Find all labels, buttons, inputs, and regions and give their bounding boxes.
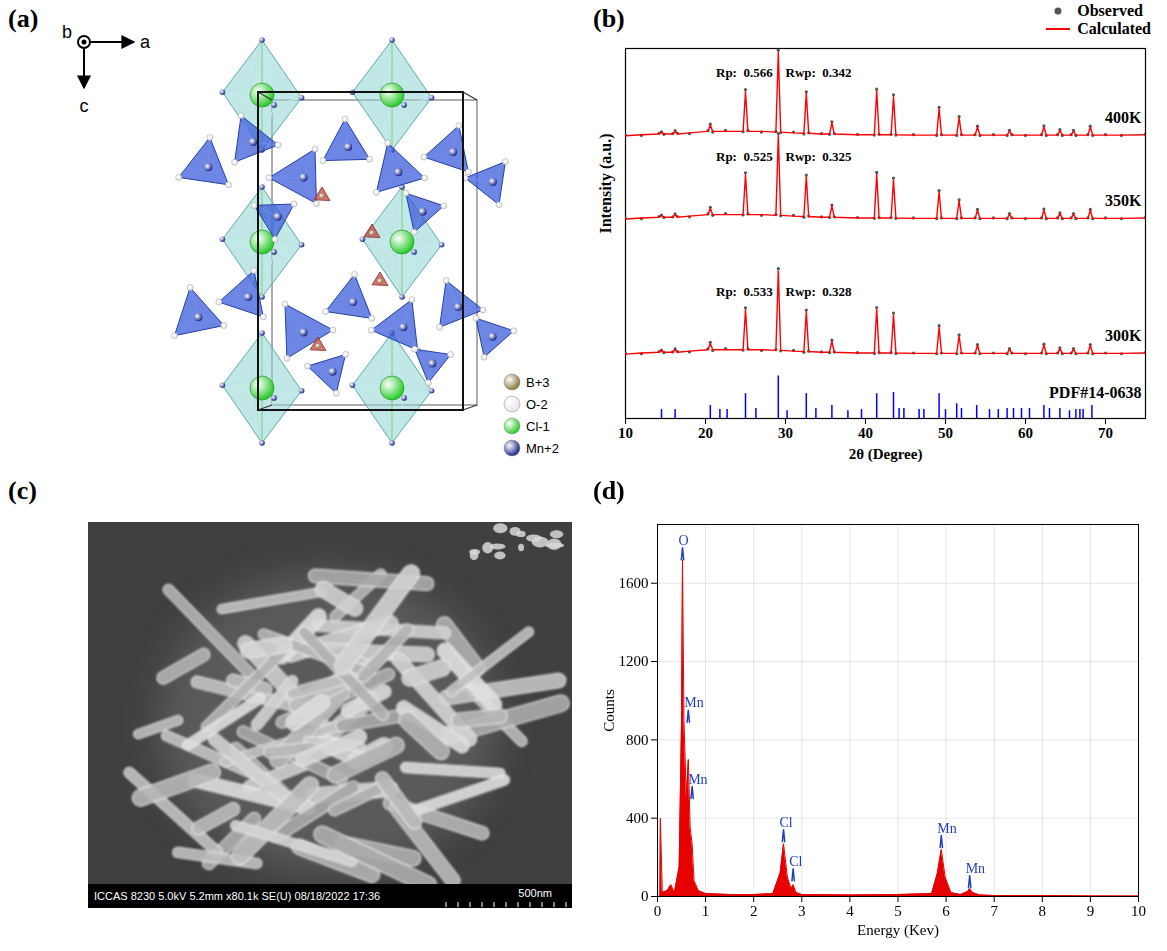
svg-text:0: 0: [641, 888, 649, 904]
svg-text:40: 40: [858, 425, 873, 441]
html-text:Observed: Observed: [1077, 2, 1143, 19]
html-text:(c): (c): [8, 476, 37, 505]
svg-text:Rwp: 0.325: Rwp: 0.325: [786, 149, 853, 164]
svg-text:10: 10: [618, 425, 633, 441]
svg-text:Rwp: 0.342: Rwp: 0.342: [786, 65, 852, 80]
svg-text:500nm: 500nm: [518, 887, 552, 899]
svg-text:O: O: [679, 533, 689, 548]
svg-text:Rwp: 0.328: Rwp: 0.328: [786, 284, 853, 299]
svg-text:Mn: Mn: [937, 821, 956, 836]
svg-text:Cl: Cl: [780, 815, 793, 830]
svg-text:10: 10: [1131, 903, 1146, 919]
svg-text:60: 60: [1018, 425, 1033, 441]
svg-text:c: c: [80, 96, 89, 116]
svg-text:Energy (Kev): Energy (Kev): [857, 922, 939, 939]
svg-text:350K: 350K: [1105, 192, 1142, 209]
svg-text:Rp: 0.566: Rp: 0.566: [716, 65, 773, 80]
svg-text:B+3: B+3: [526, 375, 550, 390]
svg-text:PDF#14-0638: PDF#14-0638: [1049, 384, 1141, 401]
svg-text:Mn: Mn: [966, 861, 985, 876]
svg-text:6: 6: [942, 903, 950, 919]
svg-text:400K: 400K: [1105, 109, 1142, 126]
svg-text:O-2: O-2: [526, 397, 548, 412]
svg-text:b: b: [62, 22, 72, 42]
svg-text:4: 4: [846, 903, 854, 919]
svg-text:Counts: Counts: [601, 689, 617, 732]
html-text:(b): (b): [593, 4, 625, 33]
svg-text:Rp: 0.525: Rp: 0.525: [716, 149, 773, 164]
svg-text:3: 3: [798, 903, 806, 919]
svg-text:ICCAS 8230 5.0kV 5.2mm x80.1k: ICCAS 8230 5.0kV 5.2mm x80.1k SE(U) 08/1…: [94, 890, 380, 902]
svg-text:0: 0: [654, 903, 662, 919]
html-text:(d): (d): [593, 476, 625, 505]
svg-text:Mn+2: Mn+2: [526, 441, 559, 456]
svg-text:Intensity (a.u.): Intensity (a.u.): [597, 133, 615, 233]
svg-text:5: 5: [894, 903, 902, 919]
svg-text:Rp: 0.533: Rp: 0.533: [716, 284, 773, 299]
svg-text:8: 8: [1039, 903, 1047, 919]
html-text:Calculated: Calculated: [1077, 20, 1151, 37]
svg-text:1200: 1200: [619, 653, 649, 669]
svg-text:300K: 300K: [1105, 327, 1142, 344]
svg-text:400: 400: [626, 810, 649, 826]
svg-text:Mn: Mn: [688, 772, 707, 787]
svg-text:30: 30: [778, 425, 793, 441]
svg-text:2θ (Degree): 2θ (Degree): [849, 446, 923, 463]
svg-text:20: 20: [698, 425, 713, 441]
svg-text:7: 7: [990, 903, 998, 919]
svg-text:2: 2: [750, 903, 758, 919]
svg-text:9: 9: [1087, 903, 1095, 919]
svg-text:Cl: Cl: [789, 854, 802, 869]
svg-text:50: 50: [938, 425, 953, 441]
svg-text:800: 800: [626, 732, 649, 748]
svg-text:1: 1: [702, 903, 710, 919]
svg-text:Mn: Mn: [684, 695, 703, 710]
html-text:(a): (a): [8, 4, 39, 33]
svg-text:1600: 1600: [619, 575, 649, 591]
svg-text:Cl-1: Cl-1: [526, 419, 550, 434]
svg-text:a: a: [140, 32, 151, 52]
svg-text:70: 70: [1098, 425, 1113, 441]
